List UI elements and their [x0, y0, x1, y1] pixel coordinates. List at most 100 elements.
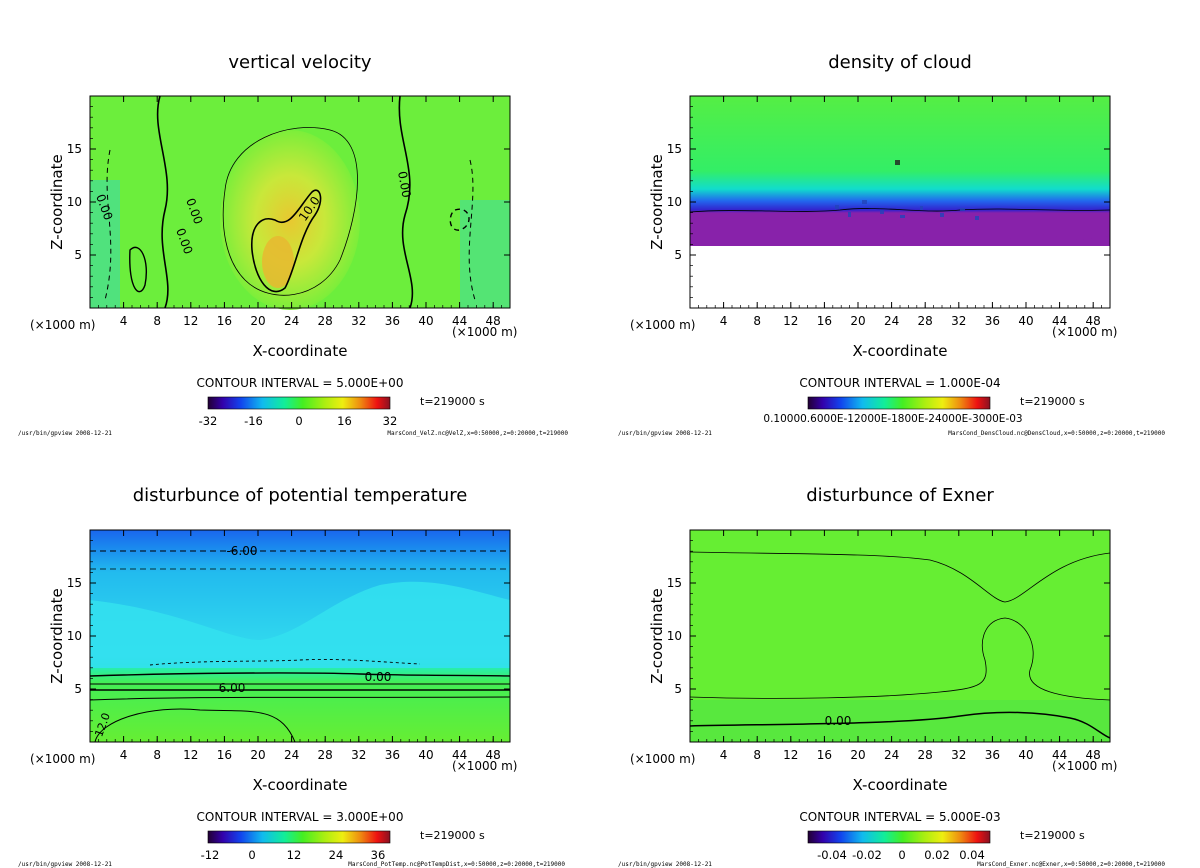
field-right-low — [460, 200, 510, 308]
x-tick-label: 8 — [753, 748, 761, 762]
x-tick-label: 16 — [817, 748, 832, 762]
plot-area: 10.0 0.00 0.00 0.00 0.00 — [89, 95, 511, 310]
contour-label: 0.00 — [365, 670, 392, 684]
y-axis-label: Z-coordinate — [648, 154, 666, 249]
footer-left: /usr/bin/gpview 2008-12-21 — [18, 430, 112, 437]
contour-line — [689, 551, 1111, 603]
x-unit-right: (×1000 m) — [452, 759, 517, 773]
x-tick-label: 32 — [951, 314, 966, 328]
y-axis-label: Z-coordinate — [648, 588, 666, 683]
x-unit-left: (×1000 m) — [630, 752, 695, 766]
colorbar — [207, 830, 391, 844]
y-tick-label: 5 — [74, 248, 82, 262]
contour-line — [89, 672, 511, 677]
contour-line — [104, 149, 112, 301]
cloud-field — [690, 96, 1110, 246]
footer-right: MarsCond_DensCloud.nc@DensCloud,x=0:5000… — [948, 430, 1165, 437]
x-axis-label: X-coordinate — [853, 776, 948, 794]
cloud-base — [690, 232, 1110, 246]
x-tick-label: 36 — [385, 748, 400, 762]
panel-title: disturbunce of Exner — [806, 485, 994, 506]
contour-label: 6.00 — [219, 681, 246, 695]
x-ticks: 4 8 12 16 20 24 28 32 36 40 44 48 — [698, 530, 1102, 762]
plot-area: -6.00 0.00 6.00 12.0 — [89, 529, 511, 743]
x-tick-label: 20 — [850, 314, 865, 328]
x-tick-label: 44 — [452, 314, 467, 328]
colorbar-tick-label: 0.02 — [924, 848, 950, 862]
colorbar-tick-label: 0.10000.6000E-12000E-1800E-24000E-3000E-… — [763, 413, 1022, 425]
colorbar-tick-label: -12 — [201, 848, 220, 862]
x-tick-label: 8 — [153, 314, 161, 328]
x-tick-label: 16 — [817, 314, 832, 328]
x-tick-label: 12 — [183, 748, 198, 762]
x-tick-label: 4 — [720, 748, 728, 762]
x-unit-left: (×1000 m) — [30, 752, 95, 766]
x-tick-label: 28 — [918, 748, 933, 762]
footer-left: /usr/bin/gpview 2008-12-21 — [18, 861, 112, 868]
x-tick-label: 36 — [985, 314, 1000, 328]
x-tick-label: 16 — [217, 314, 232, 328]
x-tick-label: 48 — [1086, 314, 1101, 328]
x-axis-label: X-coordinate — [853, 342, 948, 360]
contour-line — [156, 95, 169, 309]
x-unit-right: (×1000 m) — [452, 325, 517, 339]
contour-line — [251, 189, 322, 293]
colorbar-tick-label: -0.02 — [852, 848, 882, 862]
colorbar-tick-label: 16 — [337, 414, 352, 428]
x-tick-label: 48 — [486, 748, 501, 762]
x-tick-label: 12 — [183, 314, 198, 328]
x-tick-label: 12 — [783, 748, 798, 762]
x-tick-label: 32 — [351, 748, 366, 762]
footer-right: MarsCond_PotTemp.nc@PotTempDist,x=0:5000… — [348, 861, 565, 868]
x-tick-label: 24 — [884, 314, 899, 328]
colorbar-tick-label: 0.04 — [959, 848, 985, 862]
contour-interval: CONTOUR INTERVAL = 5.000E+00 — [197, 376, 404, 390]
x-tick-label: 20 — [250, 748, 265, 762]
colorbar — [207, 396, 391, 410]
contour-line — [149, 659, 421, 666]
x-tick-label: 44 — [452, 748, 467, 762]
contour-line — [398, 95, 414, 309]
contour-interval: CONTOUR INTERVAL = 3.000E+00 — [197, 810, 404, 824]
colorbar — [807, 396, 991, 410]
colorbar-tick-label: 0 — [248, 848, 255, 862]
x-ticks: 4 8 12 16 20 24 28 32 36 40 44 48 — [98, 530, 502, 762]
footer-left: /usr/bin/gpview 2008-12-21 — [618, 861, 712, 868]
y-axis-label: Z-coordinate — [48, 588, 66, 683]
x-tick-label: 4 — [120, 748, 128, 762]
plot-area: 0.00 — [689, 529, 1111, 743]
contour-line — [222, 127, 358, 296]
x-unit-right: (×1000 m) — [1052, 759, 1117, 773]
colorbar-tick-label: 36 — [371, 848, 386, 862]
colorbar-tick-label: -16 — [244, 414, 263, 428]
colorbar — [807, 830, 991, 844]
y-tick-label: 15 — [67, 576, 82, 590]
contour-line — [129, 246, 147, 293]
updraft-peak — [262, 236, 294, 288]
x-tick-label: 44 — [1052, 314, 1067, 328]
colorbar-tick-label: -32 — [199, 414, 218, 428]
x-tick-label: 24 — [284, 748, 299, 762]
x-tick-label: 36 — [985, 748, 1000, 762]
y-tick-label: 10 — [667, 195, 682, 209]
x-ticks: 4 8 12 16 20 24 28 32 36 40 44 48 — [698, 96, 1102, 328]
y-tick-label: 10 — [67, 629, 82, 643]
x-tick-label: 28 — [918, 314, 933, 328]
panel-density-of-cloud: density of cloud 4 8 12 16 20 24 28 32 36 40 44 48 … — [618, 52, 1165, 437]
y-tick-label: 5 — [674, 248, 682, 262]
contour-interval: CONTOUR INTERVAL = 5.000E-03 — [799, 810, 1000, 824]
colorbar-ticks: -12 0 12 24 36 — [201, 848, 386, 862]
x-tick-label: 4 — [720, 314, 728, 328]
x-tick-label: 24 — [884, 748, 899, 762]
contour-interval: CONTOUR INTERVAL = 1.000E-04 — [799, 376, 1000, 390]
colorbar-tick-label: 24 — [329, 848, 344, 862]
colorbar-ticks: -32 -16 0 16 32 — [199, 414, 398, 428]
panel-exner: disturbunce of Exner 0.00 4 8 12 16 20 24 28 32… — [618, 485, 1165, 868]
x-tick-label: 8 — [753, 314, 761, 328]
x-unit-right: (×1000 m) — [1052, 325, 1117, 339]
x-axis-label: X-coordinate — [253, 342, 348, 360]
panel-vertical-velocity: vertical velocity 10.0 0.00 0.00 0.00 0.… — [18, 52, 568, 437]
y-ticks: 5 10 15 — [667, 106, 1110, 298]
panel-potential-temperature: disturbunce of potential temperature -6.… — [18, 485, 565, 868]
x-tick-label: 24 — [284, 314, 299, 328]
